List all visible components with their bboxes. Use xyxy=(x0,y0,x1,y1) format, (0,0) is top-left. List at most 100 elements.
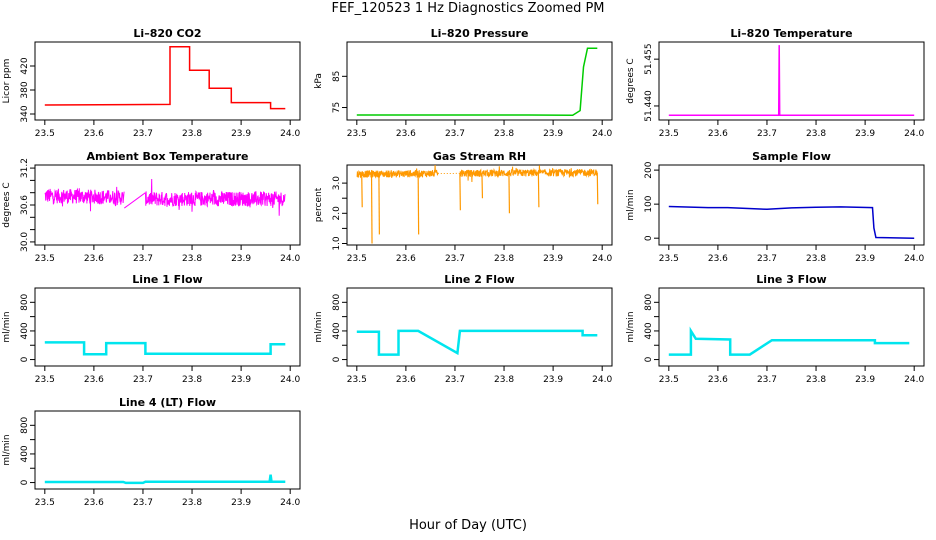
x-tick-label: 24.0 xyxy=(280,498,300,508)
plot-frame xyxy=(658,287,925,367)
y-axis-label: percent xyxy=(314,187,324,222)
y-tick-label: 0 xyxy=(20,356,30,362)
series-line xyxy=(356,47,598,117)
y-tick-label: 85 xyxy=(332,71,342,82)
x-tick-label: 23.8 xyxy=(806,129,826,139)
panel-title: Gas Stream RH xyxy=(433,150,526,163)
panel-title: Line 2 Flow xyxy=(444,273,514,286)
x-tick-label: 23.6 xyxy=(708,254,728,264)
x-tick-label: 23.5 xyxy=(659,254,679,264)
x-tick-label: 23.5 xyxy=(659,129,679,139)
x-tick-label: 24.0 xyxy=(592,254,612,264)
y-tick-label: 0 xyxy=(20,479,30,485)
y-tick-label: 340 xyxy=(20,105,30,122)
y-tick-label: 75 xyxy=(332,102,342,113)
panel-1: Li–820 CO2 23.5 23.6 23.7 23.8 23.9 24.0 340 380… xyxy=(2,27,301,139)
x-tick-label: 23.6 xyxy=(84,375,104,385)
x-tick-label: 23.8 xyxy=(182,375,202,385)
y-axis-label: ml/min xyxy=(2,434,12,465)
x-tick-label: 23.5 xyxy=(347,254,367,264)
y-tick-label: 51.440 xyxy=(644,90,654,122)
x-tick-label: 23.9 xyxy=(231,498,251,508)
y-tick-label: 3.0 xyxy=(332,176,342,191)
x-tick-label: 23.7 xyxy=(445,375,465,385)
x-tick-label: 23.6 xyxy=(84,129,104,139)
x-tick-label: 24.0 xyxy=(592,375,612,385)
x-tick-label: 23.8 xyxy=(182,129,202,139)
x-tick-label: 23.9 xyxy=(543,254,563,264)
panel-title: Li–820 CO2 xyxy=(133,27,201,40)
y-tick-label: 30.6 xyxy=(20,195,30,215)
plot-frame xyxy=(346,41,613,121)
y-tick-label: 30.0 xyxy=(20,232,30,252)
x-tick-label: 23.5 xyxy=(659,375,679,385)
y-tick-label: 400 xyxy=(20,445,30,462)
plot-frame xyxy=(34,287,301,367)
y-tick-label: 200 xyxy=(644,161,654,178)
x-tick-label: 23.7 xyxy=(445,254,465,264)
y-tick-label: 2.0 xyxy=(332,206,342,221)
series-line xyxy=(44,46,286,110)
panel-6: Sample Flow 23.5 23.6 23.7 23.8 23.9 24.0 0 100 2… xyxy=(626,150,925,264)
x-tick-label: 23.5 xyxy=(35,254,55,264)
y-axis-label: degrees C xyxy=(626,58,636,103)
panel-title: Line 4 (LT) Flow xyxy=(119,396,216,409)
panel-title: Li–820 Pressure xyxy=(431,27,529,40)
y-tick-label: 400 xyxy=(644,322,654,339)
panel-2: Li–820 Pressure 23.5 23.6 23.7 23.8 23.9 24.0 7… xyxy=(314,27,613,139)
panel-title: Ambient Box Temperature xyxy=(87,150,249,163)
panel-title: Li–820 Temperature xyxy=(730,27,852,40)
x-tick-label: 23.6 xyxy=(708,375,728,385)
series-line xyxy=(44,341,286,356)
x-tick-label: 23.5 xyxy=(35,375,55,385)
x-tick-label: 23.7 xyxy=(133,129,153,139)
x-tick-label: 23.6 xyxy=(396,375,416,385)
x-tick-label: 23.7 xyxy=(757,129,777,139)
x-tick-label: 23.5 xyxy=(347,375,367,385)
plot-frame xyxy=(346,164,613,246)
series-line xyxy=(668,45,915,117)
panel-5: Gas Stream RH 23.5 23.6 23.7 23.8 23.9 24.0 1.0… xyxy=(314,150,613,264)
x-tick-label: 23.8 xyxy=(494,375,514,385)
y-axis-label: Licor ppm xyxy=(2,59,12,104)
y-axis-label: ml/min xyxy=(626,311,636,342)
plot-frame xyxy=(658,164,925,246)
x-tick-label: 23.6 xyxy=(708,129,728,139)
plot-frame xyxy=(34,41,301,121)
x-tick-label: 23.5 xyxy=(347,129,367,139)
x-tick-label: 23.8 xyxy=(182,254,202,264)
y-axis-label: ml/min xyxy=(314,311,324,342)
y-tick-label: 0 xyxy=(332,356,342,362)
x-tick-label: 23.8 xyxy=(806,254,826,264)
x-tick-label: 23.6 xyxy=(84,254,104,264)
y-tick-label: 800 xyxy=(332,293,342,310)
x-tick-label: 23.7 xyxy=(133,254,153,264)
x-tick-label: 23.5 xyxy=(35,129,55,139)
series-line xyxy=(668,326,910,356)
plot-frame xyxy=(346,287,613,367)
x-tick-label: 23.7 xyxy=(133,375,153,385)
figure-title: FEF_120523 1 Hz Diagnostics Zoomed PM xyxy=(331,1,605,16)
x-tick-label: 23.8 xyxy=(494,129,514,139)
panel-3: Li–820 Temperature 23.5 23.6 23.7 23.8 23.9 24… xyxy=(626,27,925,139)
y-axis-label: ml/min xyxy=(2,311,12,342)
y-axis-label: ml/min xyxy=(626,189,636,220)
panel-title: Line 3 Flow xyxy=(756,273,826,286)
x-tick-label: 24.0 xyxy=(280,375,300,385)
x-tick-label: 23.9 xyxy=(855,375,875,385)
x-tick-label: 23.8 xyxy=(806,375,826,385)
x-tick-label: 23.7 xyxy=(757,375,777,385)
panel-9: Line 3 Flow 23.5 23.6 23.7 23.8 23.9 24.0 0 400 8… xyxy=(626,273,925,385)
panel-title: Sample Flow xyxy=(752,150,831,163)
y-tick-label: 1.0 xyxy=(332,236,342,251)
x-tick-label: 24.0 xyxy=(592,129,612,139)
x-tick-label: 24.0 xyxy=(904,375,924,385)
panel-title: Line 1 Flow xyxy=(132,273,202,286)
gap-connector xyxy=(124,192,146,209)
x-tick-label: 23.7 xyxy=(445,129,465,139)
figure-x-axis-label: Hour of Day (UTC) xyxy=(409,518,527,533)
y-tick-label: 800 xyxy=(644,293,654,310)
y-axis-label: degrees C xyxy=(2,182,12,227)
x-tick-label: 23.7 xyxy=(133,498,153,508)
